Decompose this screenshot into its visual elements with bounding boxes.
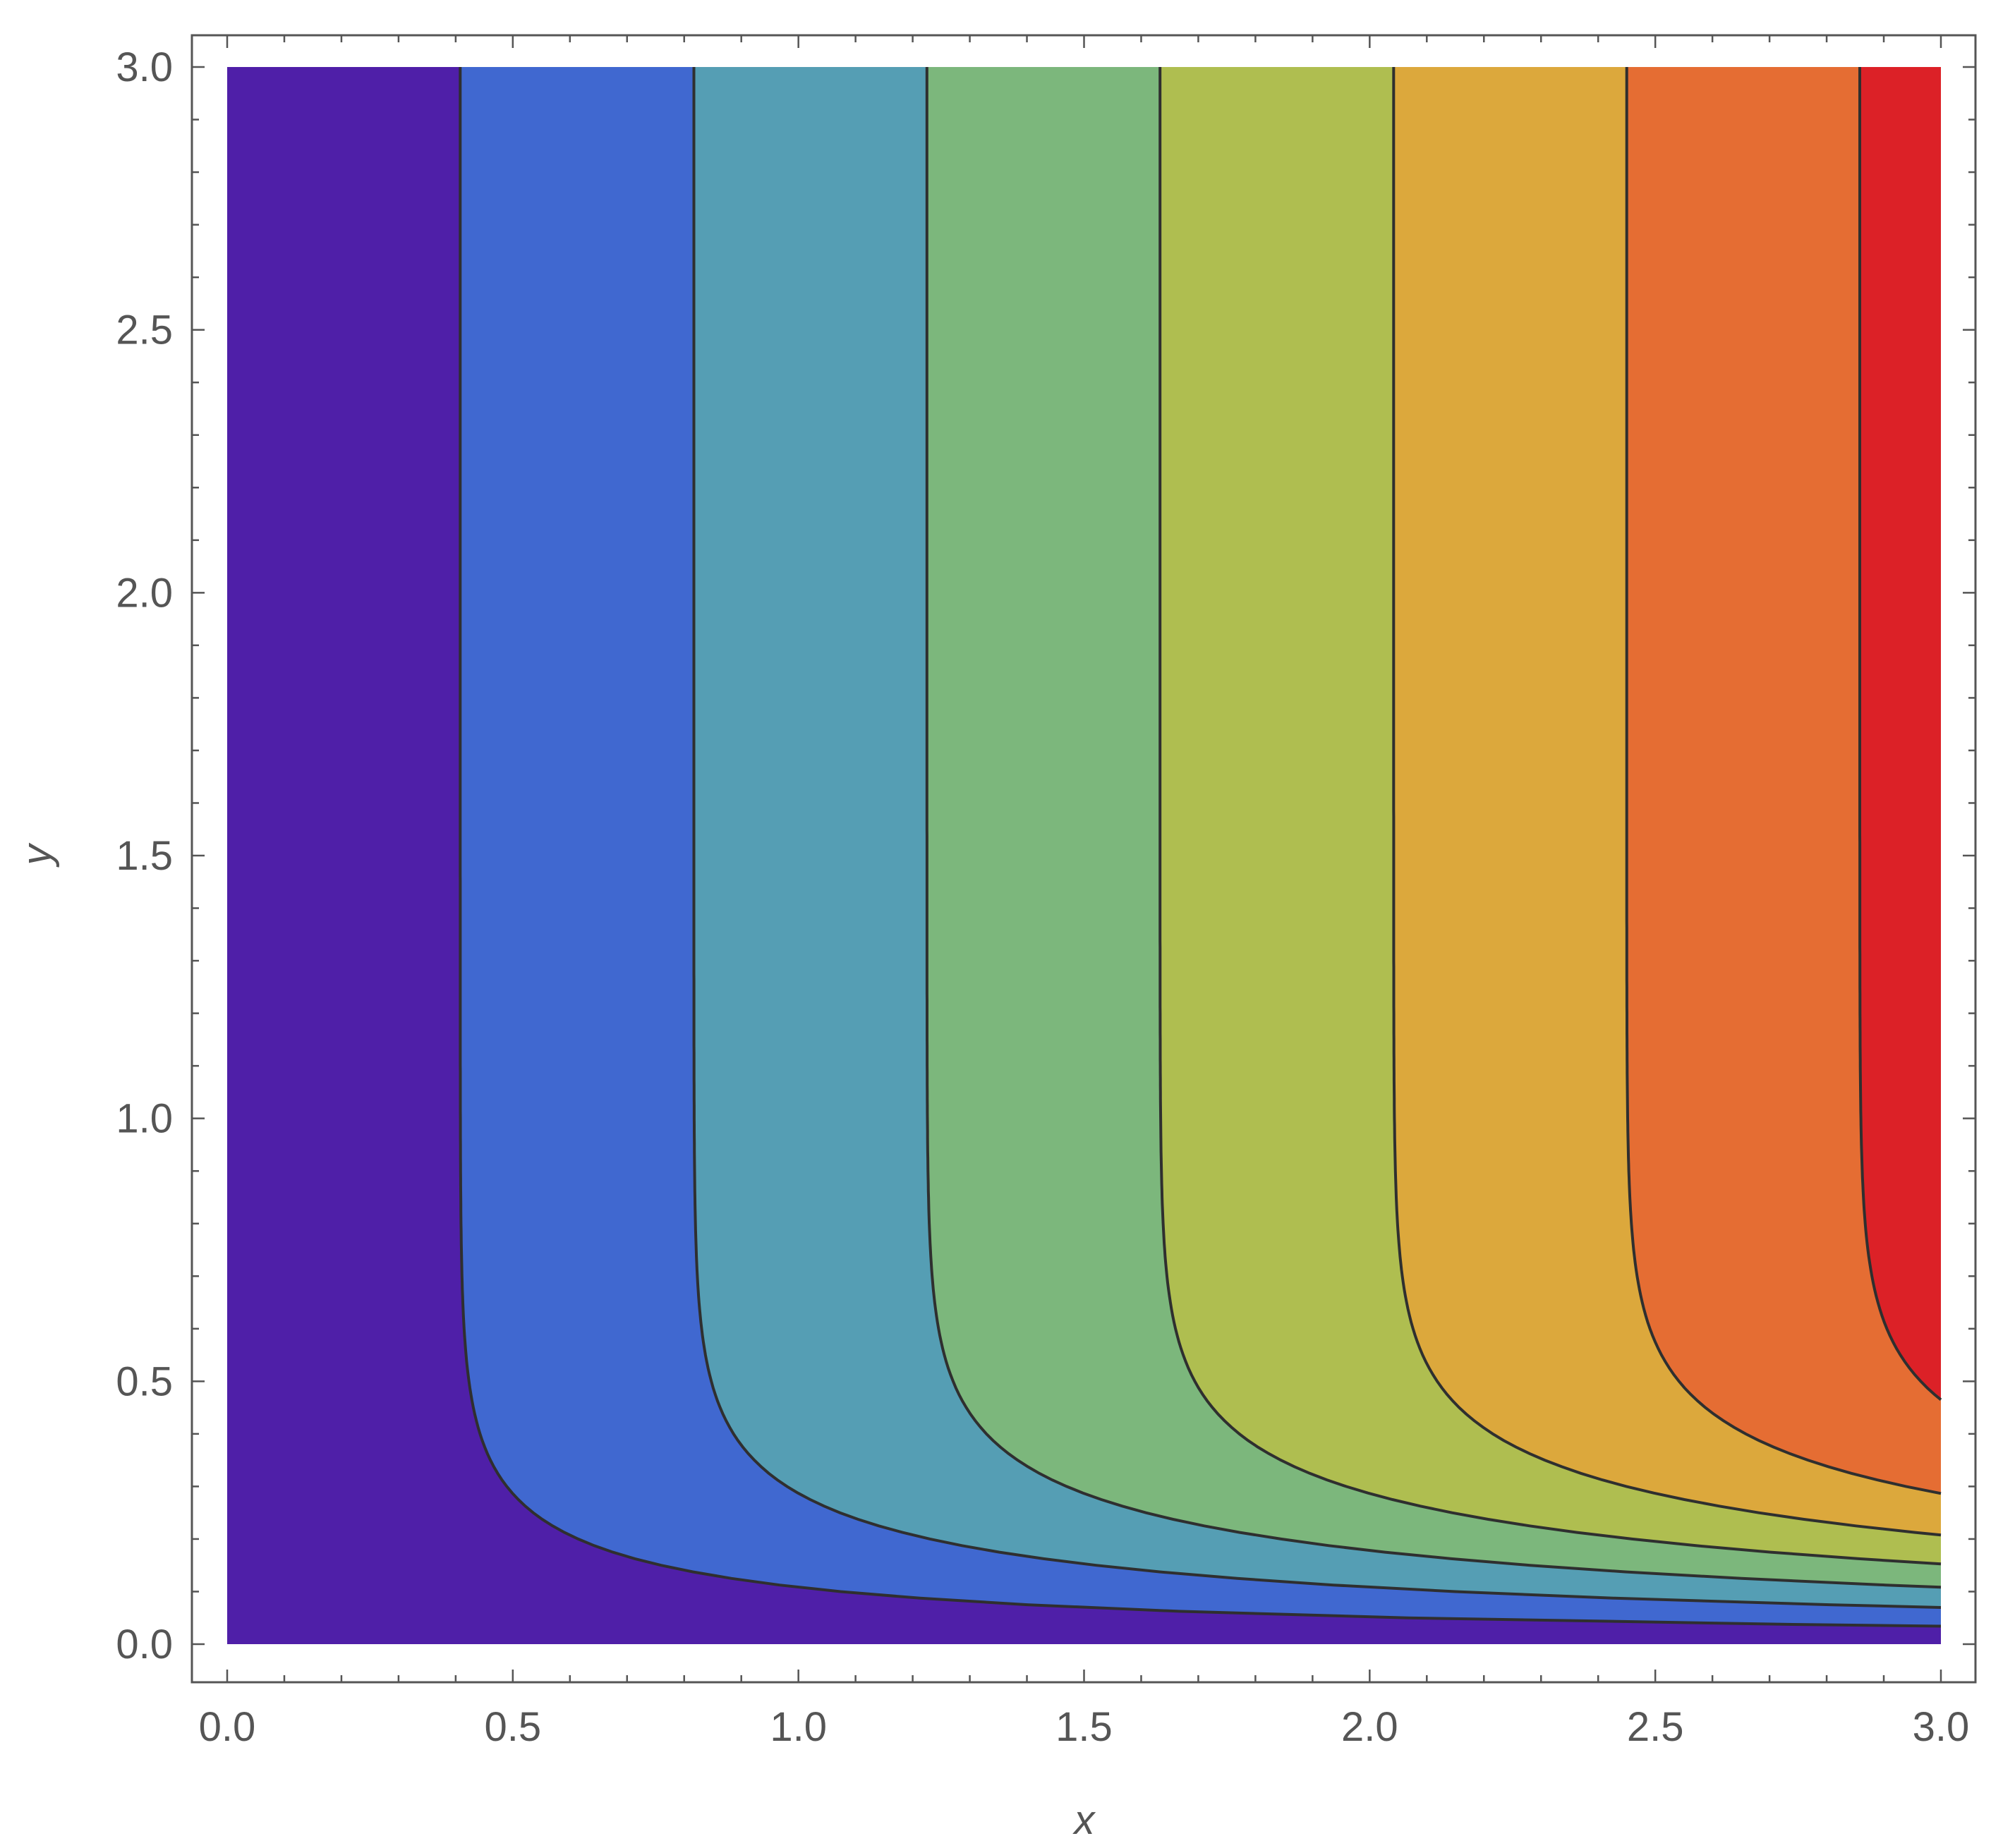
contour-line-7 (1858, 67, 1942, 1401)
y-tick-label: 3.0 (116, 44, 173, 90)
contour-line-2 (692, 67, 1942, 1609)
contour-bands (227, 67, 1941, 1644)
contour-band-7 (1860, 67, 1941, 1400)
y-axis-tick-labels: 0.0 0.5 1.0 1.5 2.0 2.5 3.0 (116, 44, 173, 1667)
contour-line-6 (1625, 67, 1942, 1495)
x-tick-label: 0.0 (199, 1704, 256, 1750)
y-axis-ticks (192, 66, 1975, 1646)
contour-lines (459, 67, 1942, 1628)
y-tick-label: 1.5 (116, 833, 173, 879)
y-tick-label: 2.5 (116, 308, 173, 353)
x-axis-ticks (226, 35, 1942, 1682)
y-tick-label: 0.5 (116, 1358, 173, 1404)
contour-line-1 (459, 67, 1942, 1628)
x-tick-label: 2.0 (1341, 1704, 1398, 1750)
y-tick-label: 2.0 (116, 570, 173, 616)
x-tick-label: 2.5 (1627, 1704, 1684, 1750)
x-tick-label: 3.0 (1913, 1704, 1970, 1750)
y-tick-label: 0.0 (116, 1622, 173, 1667)
x-tick-label: 1.0 (770, 1704, 827, 1750)
y-tick-label: 1.0 (116, 1096, 173, 1142)
x-tick-label: 1.5 (1055, 1704, 1113, 1750)
contour-line-3 (925, 67, 1942, 1589)
x-axis-label: x (1072, 1797, 1096, 1843)
x-axis-tick-labels: 0.0 0.5 1.0 1.5 2.0 2.5 3.0 (199, 1704, 1970, 1750)
y-axis-label: y (14, 843, 60, 868)
x-tick-label: 0.5 (485, 1704, 542, 1750)
contour-line-5 (1392, 67, 1942, 1537)
contour-line-4 (1158, 67, 1942, 1566)
